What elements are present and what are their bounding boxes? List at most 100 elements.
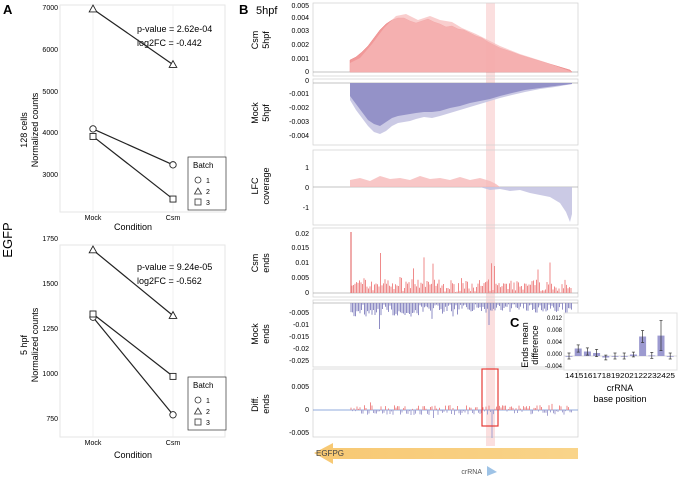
track-tick: 0.005 — [291, 384, 309, 391]
a-top-ylabel-2: Normalized counts — [30, 92, 40, 167]
track-tick: 0 — [305, 78, 309, 85]
a-top-log2fc: log2FC = -0.442 — [137, 38, 202, 48]
track-label-diff-ends-2: ends — [261, 394, 271, 414]
data-point-circle — [89, 125, 97, 133]
a-bottom-ytick: 1500 — [42, 281, 58, 288]
a-bottom-xtick: Csm — [166, 440, 181, 447]
a-bottom-series — [88, 245, 178, 419]
track-label-diff-ends-1: Diff. — [250, 396, 260, 412]
track-tick: 0.01 — [295, 260, 309, 267]
a-bottom-legend-item: 3 — [206, 420, 210, 427]
panel-letter-a: A — [3, 2, 13, 17]
panel-letter-c: C — [510, 315, 520, 330]
track-label-csm-ends-2: ends — [261, 253, 271, 273]
lfc-positive-area — [350, 176, 500, 187]
data-point-circle — [169, 411, 177, 419]
track-tick: -0.015 — [289, 334, 309, 341]
a-bottom-legend-item: 1 — [206, 398, 210, 405]
track-label-mock-5hpf-2: 5hpf — [261, 104, 271, 122]
series-line — [92, 316, 174, 416]
a-top-ytick: 4000 — [42, 130, 58, 137]
track-label-mock-5hpf-1: Mock — [250, 102, 260, 124]
diff-ends-bars — [350, 402, 572, 438]
panel-b: 5hpf Csm 5hpf Mock 5hpf LFC coverage Csm… — [250, 2, 579, 476]
track-tick: -0.005 — [289, 310, 309, 317]
data-point-triangle — [168, 59, 178, 68]
c-bars — [564, 320, 677, 361]
a-bottom-pvalue: p-value = 9.24e-05 — [137, 262, 212, 272]
crrna-marker-icon — [487, 466, 497, 476]
a-top-series — [88, 4, 178, 203]
crrna-highlight-box — [481, 368, 499, 427]
lfc-negative-area — [480, 187, 572, 222]
a-top-legend-item: 3 — [206, 200, 210, 207]
crrna-highlight-band — [486, 3, 495, 446]
data-point-triangle — [88, 245, 98, 254]
data-point-circle — [169, 161, 177, 169]
a-bottom-ytick: 1750 — [42, 236, 58, 243]
track-tick: 0 — [305, 69, 309, 76]
track-frames — [312, 2, 579, 438]
c-ylabel-2: difference — [530, 325, 540, 364]
a-top-xlabel: Condition — [114, 222, 152, 232]
csm-ends-bars — [350, 232, 572, 293]
series-line — [92, 313, 174, 377]
track-tick: 0.005 — [291, 3, 309, 10]
a-bottom-ylabel-2: Normalized counts — [30, 307, 40, 382]
a-top-xtick: Mock — [85, 215, 102, 222]
a-top-legend-title: Batch — [193, 161, 213, 170]
track-ticks: 0 0.001 0.002 0.003 0.004 0.005 0 -0.001… — [289, 3, 309, 437]
track-tick: 0 — [305, 290, 309, 297]
series-line — [92, 8, 174, 66]
track-label-lfc-2: coverage — [261, 167, 271, 204]
c-bar — [639, 336, 647, 356]
c-xlabel-1: crRNA — [607, 383, 634, 393]
gene-label: EGFP — [0, 222, 15, 257]
panel-c: Ends mean difference 0.012 0.008 0.004 0… — [520, 312, 678, 404]
csm-coverage-area-light — [350, 14, 572, 72]
c-ytick: 0.000 — [547, 352, 563, 358]
egfp-gene-arrow — [314, 443, 578, 464]
track-tick: 0.001 — [291, 56, 309, 63]
track-label-csm-5hpf-2: 5hpf — [261, 31, 271, 49]
a-top-ytick: 5000 — [42, 89, 58, 96]
a-top-ylabel-1: 128 cells — [19, 112, 29, 148]
track-tick: -1 — [303, 205, 309, 212]
data-point-triangle — [168, 310, 178, 319]
track-tick: 0 — [305, 407, 309, 414]
a-top-pvalue: p-value = 2.62e-04 — [137, 24, 212, 34]
track-tick: 1 — [305, 165, 309, 172]
a-bottom-legend: Batch 1 2 3 — [187, 376, 227, 431]
a-bottom-ytick: 1250 — [42, 326, 58, 333]
a-top-ytick: 6000 — [42, 47, 58, 54]
a-top-ytick: 7000 — [42, 5, 58, 12]
c-xlabel-2: base position — [593, 394, 646, 404]
a-bottom-legend-item: 2 — [206, 409, 210, 416]
track-label-lfc-1: LFC — [250, 177, 260, 195]
track-tick: -0.025 — [289, 358, 309, 365]
track-tick: -0.004 — [289, 133, 309, 140]
data-point-square — [169, 372, 177, 380]
a-bottom-ytick: 1000 — [42, 371, 58, 378]
c-ytick: 0.012 — [547, 316, 563, 322]
a-bottom-ylabel-1: 5 hpf — [19, 334, 29, 355]
track-tick: -0.003 — [289, 119, 309, 126]
crrna-label: crRNA — [461, 469, 482, 476]
c-ytick: -0.004 — [545, 364, 563, 370]
track-label-mock-ends-1: Mock — [250, 323, 260, 345]
panel-a-bottom: 5 hpf Normalized counts 750 1000 1250 15… — [19, 236, 227, 460]
legend-square-marker — [194, 198, 202, 206]
track-tick: -0.01 — [293, 322, 309, 329]
track-tick: 0 — [305, 185, 309, 192]
egfp-gene-arrow-label: EGFPG — [316, 449, 344, 458]
track-tick: 0.005 — [291, 275, 309, 282]
a-top-legend: Batch 1 2 3 — [187, 156, 227, 211]
series-line — [92, 128, 174, 166]
track-tick: -0.02 — [293, 346, 309, 353]
a-top-legend-item: 1 — [206, 178, 210, 185]
data-point-square — [89, 132, 97, 140]
c-ytick: 0.008 — [547, 328, 563, 334]
track-tick: 0.004 — [291, 15, 309, 22]
